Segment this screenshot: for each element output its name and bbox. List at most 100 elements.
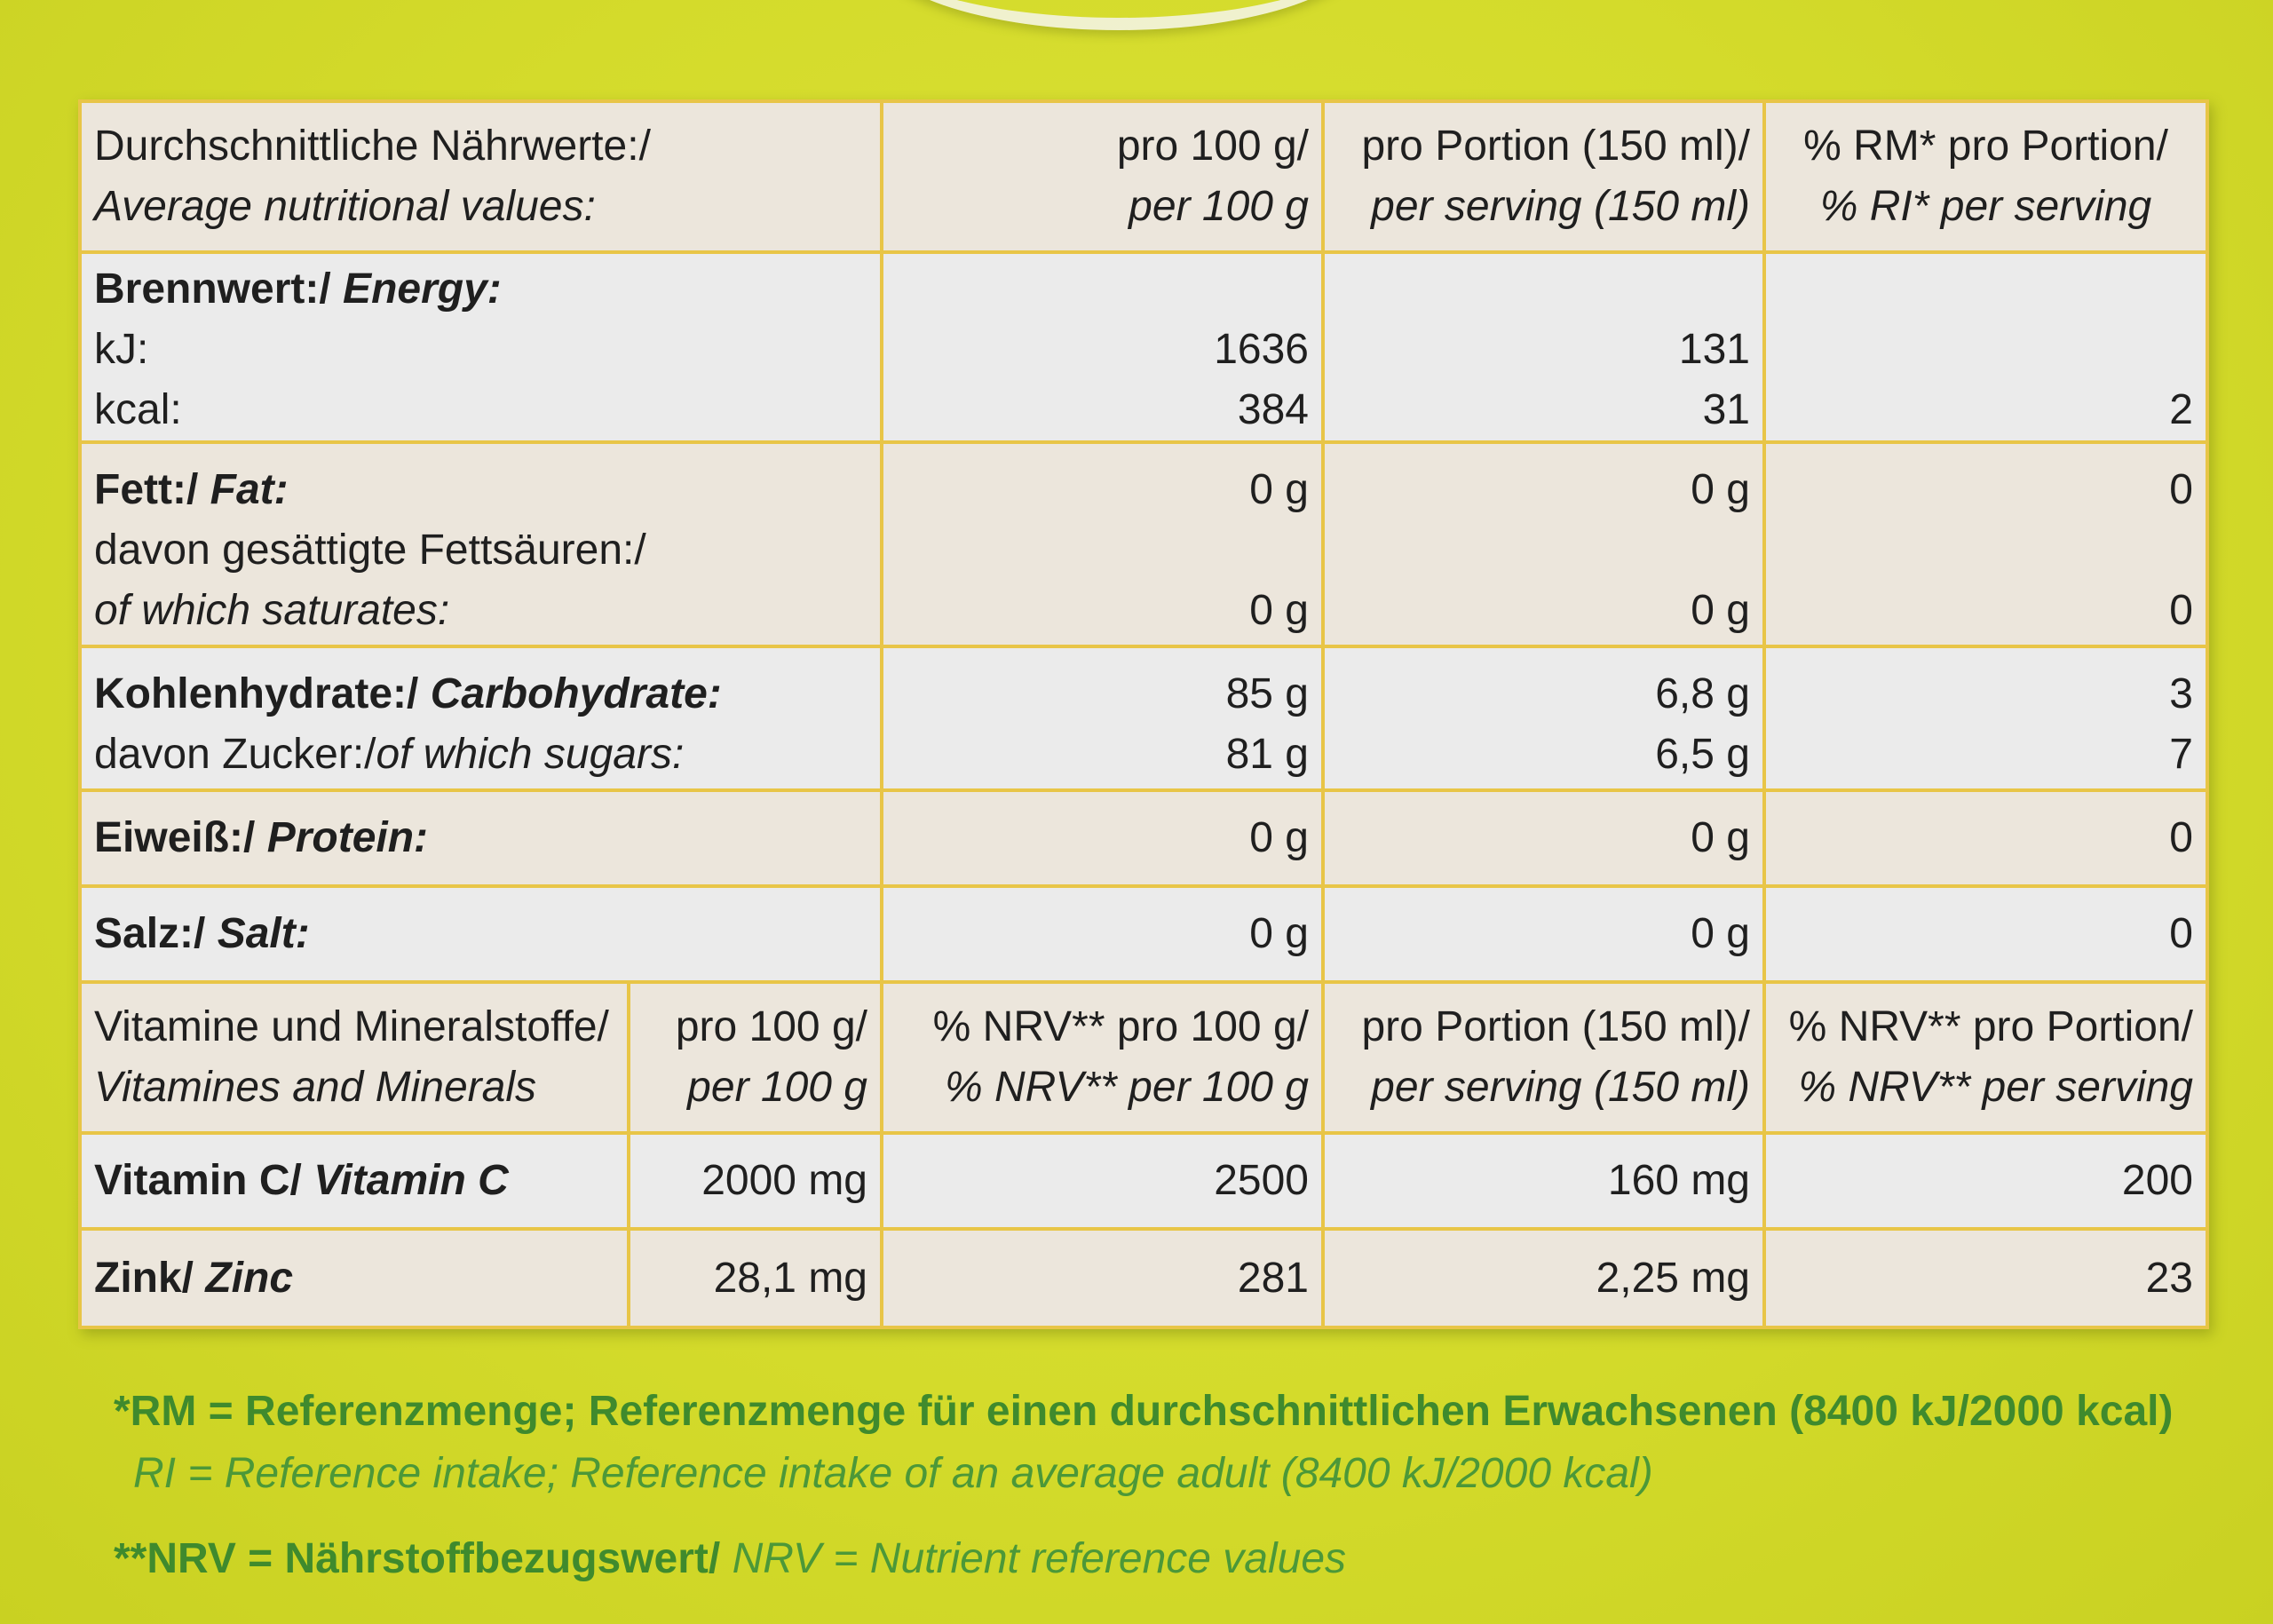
energy-title-de: Brennwert:/ xyxy=(94,265,331,313)
table-row-protein: Eiweiß:/ Protein: 0 g 0 g 0 xyxy=(78,788,2209,888)
protein-per100: 0 g xyxy=(880,788,1325,888)
kj-label: kJ: xyxy=(94,326,149,373)
vitamins-per100-cell: pro 100 g/ per 100 g xyxy=(627,980,883,1135)
fat-per100-cell: 0 g 0 g xyxy=(880,440,1325,648)
zinc-label-cell: Zink/ Zinc xyxy=(78,1227,630,1329)
vitamins-nrv100-cell: % NRV** pro 100 g/ % NRV** per 100 g xyxy=(880,980,1325,1135)
fat-ri-cell: 0 0 xyxy=(1762,440,2209,648)
protein-portion: 0 g xyxy=(1321,788,1766,888)
kcal-portion: 31 xyxy=(1702,386,1750,433)
header-portion-de: pro Portion (150 ml)/ xyxy=(1361,123,1750,170)
sugars-label-en: of which sugars: xyxy=(376,731,685,778)
table-row-fat: Fett:/ Fat: davon gesättigte Fettsäuren:… xyxy=(78,440,2209,648)
fat-ri: 0 xyxy=(2169,466,2193,513)
energy-per100-cell: 1636 384 xyxy=(880,250,1325,444)
header-per100-cell: pro 100 g/ per 100 g xyxy=(880,99,1325,254)
zinc-title-de: Zink/ xyxy=(94,1254,194,1302)
protein-ri: 0 xyxy=(1762,788,2209,888)
energy-portion-cell: 131 31 xyxy=(1321,250,1766,444)
vitamin-c-portion: 160 mg xyxy=(1321,1131,1766,1231)
sugars-portion: 6,5 g xyxy=(1655,731,1750,778)
vitamin-c-nrvportion: 200 xyxy=(1762,1131,2209,1231)
carbs-ri: 3 xyxy=(2169,670,2193,717)
footnote-nrv: **NRV = Nährstoffbezugswert/ NRV = Nutri… xyxy=(114,1534,1346,1583)
vitamins-label-de: Vitamine und Mineralstoffe/ xyxy=(94,1003,609,1050)
salt-portion: 0 g xyxy=(1321,884,1766,984)
salt-title-de: Salz:/ xyxy=(94,910,206,957)
footnote-rm-de: *RM = Referenzmenge; Referenzmenge für e… xyxy=(114,1388,2174,1435)
vitamins-per100-en: per 100 g xyxy=(687,1064,867,1111)
energy-label-cell: Brennwert:/ Energy: kJ: kcal: xyxy=(78,250,883,444)
header-per100-en: per 100 g xyxy=(1129,183,1309,230)
fat-portion-cell: 0 g 0 g xyxy=(1321,440,1766,648)
carbs-label-cell: Kohlenhydrate:/ Carbohydrate: davon Zuck… xyxy=(78,645,883,792)
table-row-carbohydrate: Kohlenhydrate:/ Carbohydrate: davon Zuck… xyxy=(78,645,2209,792)
carbs-per100-cell: 85 g 81 g xyxy=(880,645,1325,792)
footnote-nrv-en: NRV = Nutrient reference values xyxy=(732,1535,1347,1582)
fat-title-de: Fett:/ xyxy=(94,466,199,513)
vitamins-label-en: Vitamines and Minerals xyxy=(94,1064,537,1111)
zinc-title-en: Zinc xyxy=(205,1254,294,1302)
sugars-label-de: davon Zucker:/ xyxy=(94,731,376,778)
fat-per100: 0 g xyxy=(1249,466,1309,513)
header-ri-cell: % RM* pro Portion/ % RI* per serving xyxy=(1762,99,2209,254)
vitamins-portion-en: per serving (150 ml) xyxy=(1371,1064,1750,1111)
header-label-de: Durchschnittliche Nährwerte:/ xyxy=(94,123,651,170)
energy-title-en: Energy: xyxy=(343,265,502,313)
vitamin-c-nrv100: 2500 xyxy=(880,1131,1325,1231)
vitamins-nrvportion-de: % NRV** pro Portion/ xyxy=(1788,1003,2193,1050)
zinc-nrv100: 281 xyxy=(880,1227,1325,1329)
vitamins-nrv100-en: % NRV** per 100 g xyxy=(944,1064,1309,1111)
header-ri-en: % RI* per serving xyxy=(1819,183,2152,230)
vitamins-nrvportion-cell: % NRV** pro Portion/ % NRV** per serving xyxy=(1762,980,2209,1135)
vitamins-label-cell: Vitamine und Mineralstoffe/ Vitamines an… xyxy=(78,980,630,1135)
carbs-portion-cell: 6,8 g 6,5 g xyxy=(1321,645,1766,792)
header-portion-cell: pro Portion (150 ml)/ per serving (150 m… xyxy=(1321,99,1766,254)
salt-per100: 0 g xyxy=(880,884,1325,984)
kcal-ri: 2 xyxy=(2169,386,2193,433)
salt-ri: 0 xyxy=(1762,884,2209,984)
energy-ri-cell: 2 xyxy=(1762,250,2209,444)
carbs-ri-cell: 3 7 xyxy=(1762,645,2209,792)
footnote-ri-en: RI = Reference intake; Reference intake … xyxy=(133,1450,1653,1497)
zinc-per100: 28,1 mg xyxy=(627,1227,883,1329)
kcal-per100: 384 xyxy=(1237,386,1309,433)
saturates-label-en: of which saturates: xyxy=(94,587,450,634)
kcal-label: kcal: xyxy=(94,386,182,433)
salt-title-en: Salt: xyxy=(217,910,310,957)
footnote-nrv-de: **NRV = Nährstoffbezugswert/ xyxy=(114,1535,721,1582)
table-row-vitamin-c: Vitamin C/ Vitamin C 2000 mg 2500 160 mg… xyxy=(78,1131,2209,1231)
vitamins-nrv100-de: % NRV** pro 100 g/ xyxy=(932,1003,1309,1050)
vitamins-per100-de: pro 100 g/ xyxy=(675,1003,867,1050)
table-row-zinc: Zink/ Zinc 28,1 mg 281 2,25 mg 23 xyxy=(78,1227,2209,1329)
protein-title-de: Eiweiß:/ xyxy=(94,814,256,861)
sugars-per100: 81 g xyxy=(1225,731,1309,778)
vitamins-portion-cell: pro Portion (150 ml)/ per serving (150 m… xyxy=(1321,980,1766,1135)
fat-title-en: Fat: xyxy=(210,466,289,513)
fat-portion: 0 g xyxy=(1691,466,1750,513)
nutrition-table: Durchschnittliche Nährwerte:/ Average nu… xyxy=(78,99,2209,1329)
sugars-ri: 7 xyxy=(2169,731,2193,778)
carbs-title-de: Kohlenhydrate:/ xyxy=(94,670,419,717)
vitamin-c-per100: 2000 mg xyxy=(627,1131,883,1231)
kj-per100: 1636 xyxy=(1214,326,1309,373)
saturates-label-de: davon gesättigte Fettsäuren:/ xyxy=(94,527,646,574)
header-ri-de: % RM* pro Portion/ xyxy=(1803,123,2168,170)
salt-label-cell: Salz:/ Salt: xyxy=(78,884,883,984)
vitamin-c-title-en: Vitamin C xyxy=(313,1157,509,1204)
header-label-cell: Durchschnittliche Nährwerte:/ Average nu… xyxy=(78,99,883,254)
saturates-portion: 0 g xyxy=(1691,587,1750,634)
carbs-per100: 85 g xyxy=(1225,670,1309,717)
vitamin-c-title-de: Vitamin C/ xyxy=(94,1157,302,1204)
carbs-title-en: Carbohydrate: xyxy=(430,670,722,717)
header-per100-de: pro 100 g/ xyxy=(1116,123,1309,170)
zinc-portion: 2,25 mg xyxy=(1321,1227,1766,1329)
vitamins-portion-de: pro Portion (150 ml)/ xyxy=(1361,1003,1750,1050)
vitamin-c-label-cell: Vitamin C/ Vitamin C xyxy=(78,1131,630,1231)
table-row-salt: Salz:/ Salt: 0 g 0 g 0 xyxy=(78,884,2209,984)
protein-label-cell: Eiweiß:/ Protein: xyxy=(78,788,883,888)
kj-portion: 131 xyxy=(1678,326,1750,373)
vitamins-header-row: Vitamine und Mineralstoffe/ Vitamines an… xyxy=(78,980,2209,1135)
zinc-nrvportion: 23 xyxy=(1762,1227,2209,1329)
header-portion-en: per serving (150 ml) xyxy=(1371,183,1750,230)
